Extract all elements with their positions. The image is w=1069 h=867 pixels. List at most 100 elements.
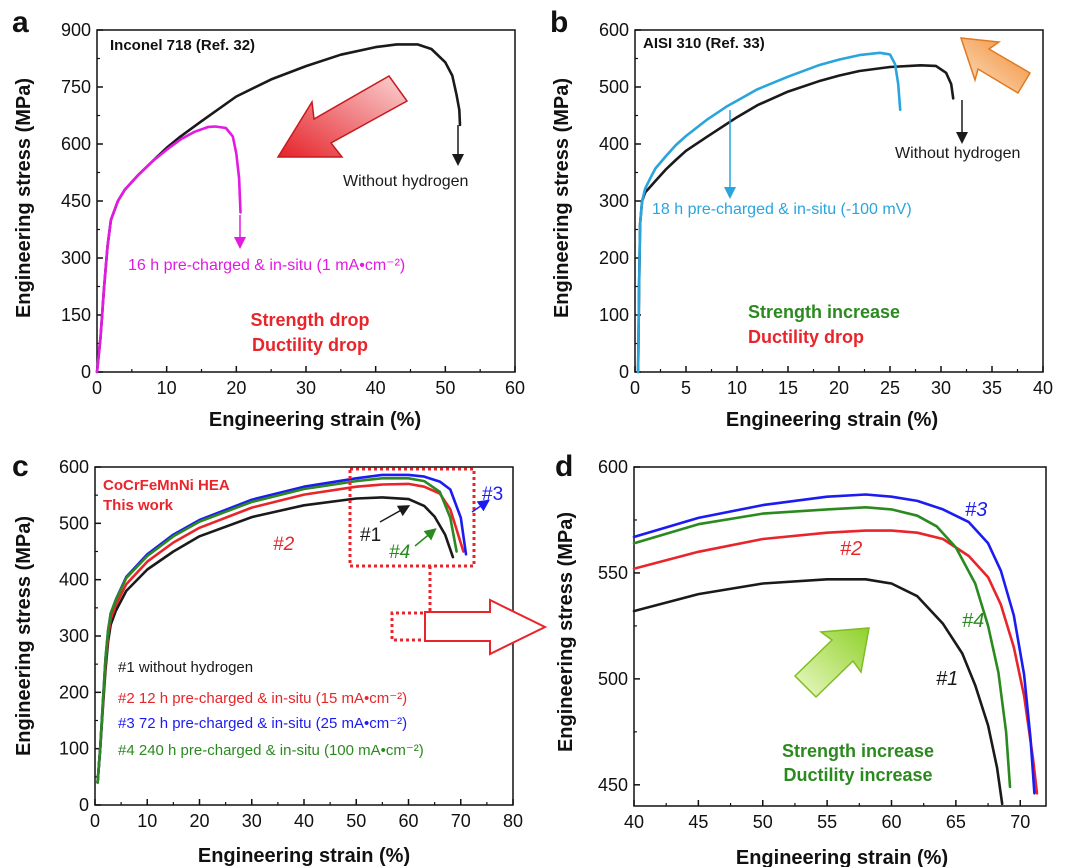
x-tick-label: 5 [681, 378, 691, 398]
x-tick-label: 65 [946, 812, 966, 832]
x-tick-label: 35 [982, 378, 1002, 398]
x-tick-label: 60 [398, 811, 418, 831]
panel-b-ylabel: Engineering stress (MPa) [551, 78, 573, 318]
x-tick-label: 45 [688, 812, 708, 832]
y-tick-label: 400 [59, 570, 89, 590]
y-tick-label: 450 [598, 775, 628, 795]
y-tick-label: 600 [598, 457, 628, 477]
x-tick-label: 50 [346, 811, 366, 831]
panel-b-xlabel: Engineering strain (%) [726, 409, 938, 431]
y-tick-label: 0 [79, 795, 89, 815]
panel-a-label-precharged: 16 h pre-charged & in-situ (1 mA•cm⁻²) [128, 257, 405, 274]
series-line-b-1 [636, 64, 955, 374]
x-tick-label: 10 [727, 378, 747, 398]
panel-c-label-2: #2 [273, 534, 295, 555]
x-tick-label: 0 [630, 378, 640, 398]
y-tick-label: 600 [59, 457, 89, 477]
y-tick-label: 600 [61, 134, 91, 154]
panel-c-arrow-3 [471, 499, 490, 513]
y-tick-label: 900 [61, 20, 91, 40]
x-tick-label: 80 [503, 811, 523, 831]
series-line-c-3 [96, 473, 468, 784]
x-tick-label: 40 [294, 811, 314, 831]
zoom-region-box [348, 467, 476, 568]
y-tick-label: 550 [598, 563, 628, 583]
y-tick-label: 500 [598, 669, 628, 689]
panel-letter-c: c [12, 450, 29, 483]
panel-c-arrow-4 [414, 528, 437, 547]
x-tick-label: 30 [242, 811, 262, 831]
panel-a-title: Inconel 718 (Ref. 32) [110, 37, 255, 54]
panel-c-arrow-1 [379, 505, 411, 523]
legend-entry-4: #4 240 h pre-charged & in-situ (100 mA•c… [118, 742, 424, 759]
series-line-d-3 [632, 493, 1036, 795]
panel-b-orange-arrow-icon [959, 37, 1032, 95]
panel-a-strength-drop: Strength drop [251, 310, 370, 330]
y-tick-label: 0 [81, 362, 91, 382]
panel-d-label-3: #3 [965, 499, 987, 521]
plot-c: 0 10 20 30 40 50 60 70 80 0 100 200 300 400 500 600 [59, 457, 523, 831]
x-tick-label: 10 [137, 811, 157, 831]
panel-letter-b: b [550, 6, 568, 39]
panel-d-xlabel: Engineering strain (%) [736, 847, 948, 867]
panel-d-label-1: #1 [936, 668, 958, 690]
series-line-d-1 [632, 578, 1004, 806]
y-tick-label: 200 [599, 248, 629, 268]
zoom-connector [390, 566, 440, 642]
panel-c: c 0 10 20 30 40 50 60 70 80 0 100 200 300 400 500 600 C… [12, 450, 548, 867]
plot-frame [633, 466, 1047, 807]
y-tick-label: 100 [599, 305, 629, 325]
strength-drop-arrow-icon [276, 75, 409, 158]
x-tick-label: 60 [505, 378, 525, 398]
y-tick-label: 200 [59, 682, 89, 702]
panel-c-label-3: #3 [482, 484, 503, 505]
panel-a-xlabel: Engineering strain (%) [209, 409, 421, 431]
series-line-a-2 [95, 125, 242, 374]
y-tick-label: 300 [61, 248, 91, 268]
y-tick-label: 0 [619, 362, 629, 382]
series-line-b-2 [636, 51, 902, 374]
legend-entry-2: #2 12 h pre-charged & in-situ (15 mA•cm⁻… [118, 690, 407, 707]
panel-b-ductility-drop: Ductility drop [748, 327, 864, 347]
y-tick-label: 150 [61, 305, 91, 325]
panel-c-subtitle: This work [103, 497, 174, 514]
x-tick-label: 60 [881, 812, 901, 832]
panel-a-ylabel: Engineering stress (MPa) [13, 78, 35, 318]
x-tick-label: 50 [753, 812, 773, 832]
panel-d-green-arrow-icon [793, 627, 870, 699]
panel-c-title: CoCrFeMnNi HEA [103, 477, 230, 494]
panel-c-label-4: #4 [389, 542, 410, 563]
x-tick-label: 50 [435, 378, 455, 398]
legend-entry-3: #3 72 h pre-charged & in-situ (25 mA•cm⁻… [118, 715, 407, 732]
x-tick-label: 40 [624, 812, 644, 832]
panel-d-label-4: #4 [962, 610, 984, 632]
panel-d-label-2: #2 [840, 538, 862, 560]
plot-d: 40 45 50 55 60 65 70 450 500 550 600 [598, 457, 1047, 832]
panel-letter-a: a [12, 6, 29, 39]
x-tick-label: 25 [880, 378, 900, 398]
panel-d-ylabel: Engineering stress (MPa) [555, 512, 577, 752]
panel-d-strength-increase: Strength increase [782, 741, 934, 761]
y-tick-label: 500 [599, 77, 629, 97]
series-line-d-2 [632, 529, 1039, 795]
x-tick-label: 20 [226, 378, 246, 398]
x-tick-label: 20 [829, 378, 849, 398]
x-tick-label: 30 [931, 378, 951, 398]
panel-b-label-without-hydrogen: Without hydrogen [895, 145, 1020, 162]
x-tick-label: 15 [778, 378, 798, 398]
panel-letter-d: d [555, 450, 573, 483]
panel-d-ductility-increase: Ductility increase [783, 765, 932, 785]
panel-c-ylabel: Engineering stress (MPa) [13, 516, 35, 756]
y-tick-label: 600 [599, 20, 629, 40]
zoom-arrow-icon [424, 598, 548, 656]
x-tick-label: 10 [157, 378, 177, 398]
panel-d: d 40 45 50 55 60 65 70 450 500 550 600 Engineering… [555, 450, 1047, 867]
y-tick-label: 500 [59, 513, 89, 533]
series-line-c-4 [96, 477, 458, 784]
x-tick-label: 0 [90, 811, 100, 831]
y-tick-label: 100 [59, 739, 89, 759]
